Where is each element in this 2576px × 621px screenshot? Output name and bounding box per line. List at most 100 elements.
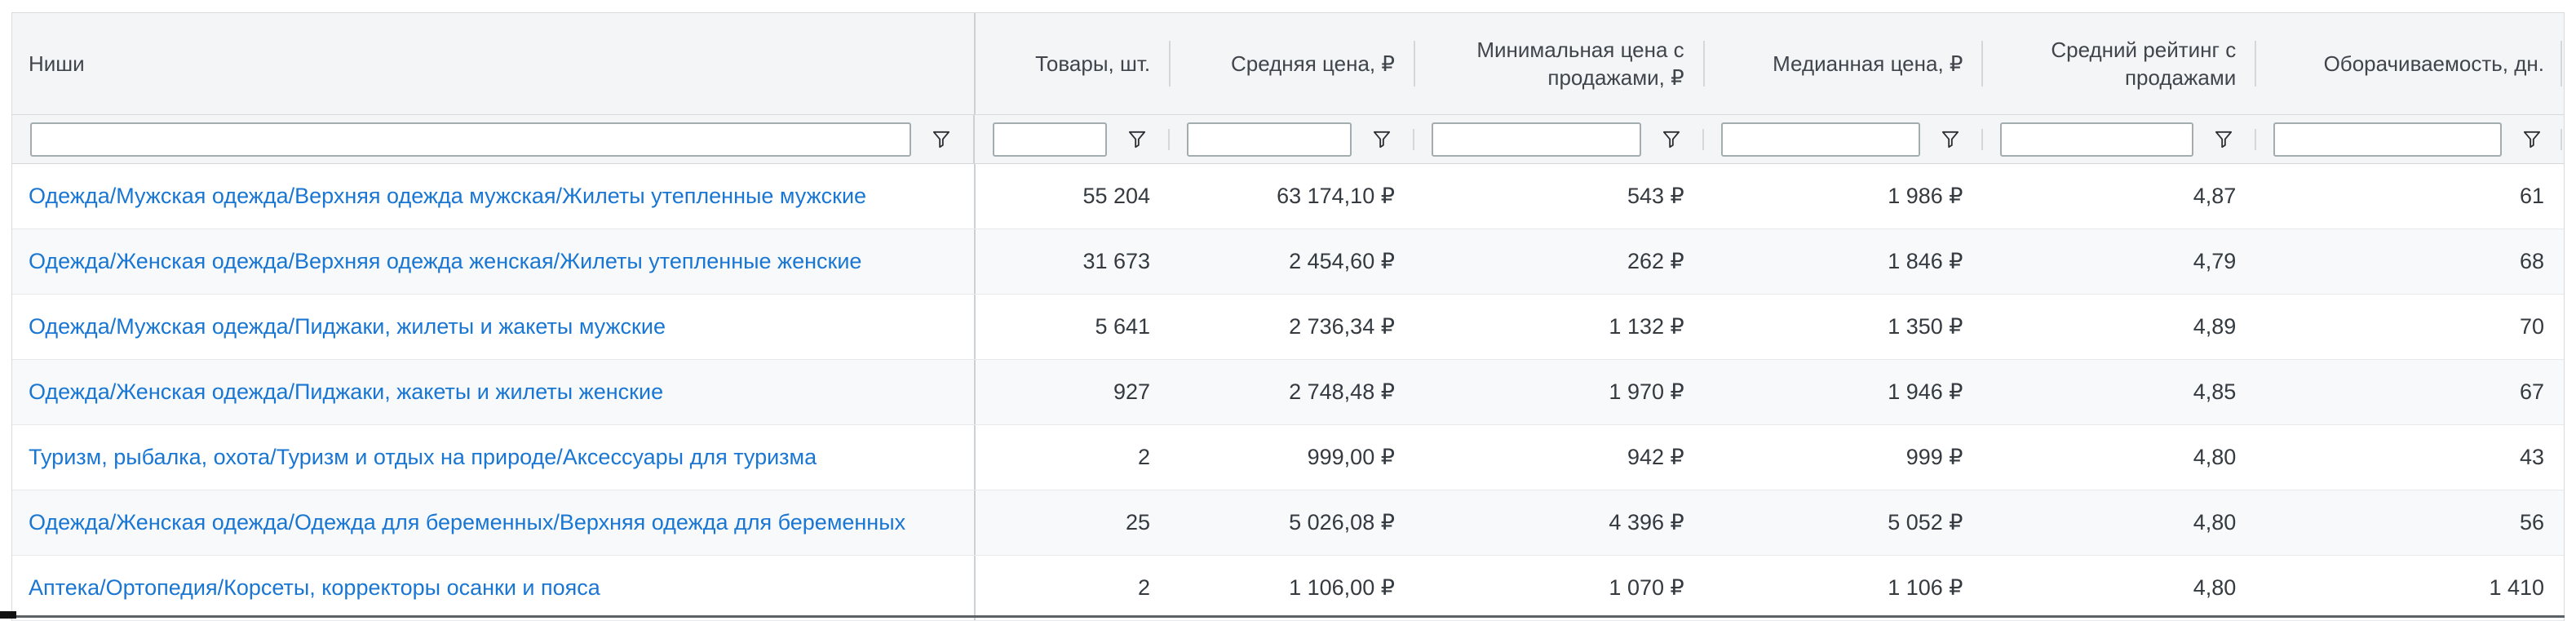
table-row: Одежда/Женская одежда/Верхняя одежда жен…	[12, 229, 2564, 295]
cell-products: 2	[974, 556, 1170, 620]
cell-value-avg_price: 999,00 ₽	[1307, 445, 1395, 469]
cell-turnover_days: 43	[2255, 425, 2564, 490]
cell-value-turnover_days: 61	[2519, 184, 2545, 208]
filter-input-products[interactable]	[993, 122, 1107, 157]
cell-median_price: 1 986 ₽	[1704, 164, 1983, 228]
column-header-min_price_with_sales[interactable]: Минимальная цена с продажами, ₽	[1414, 13, 1704, 114]
column-header-avg_price[interactable]: Средняя цена, ₽	[1170, 13, 1414, 114]
filter-funnel-icon[interactable]	[1373, 130, 1391, 149]
cell-value-median_price: 1 946 ₽	[1888, 379, 1963, 404]
niche-link[interactable]: Одежда/Женская одежда/Верхняя одежда жен…	[29, 249, 862, 273]
cell-value-avg_rating: 4,79	[2193, 249, 2237, 273]
cell-value-products: 55 204	[1082, 184, 1151, 208]
filter-input-median_price[interactable]	[1721, 122, 1920, 157]
cell-min_price_with_sales: 262 ₽	[1414, 229, 1704, 294]
cell-products: 5 641	[974, 295, 1170, 359]
table-row: Туризм, рыбалка, охота/Туризм и отдых на…	[12, 425, 2564, 490]
column-header-niche[interactable]: Ниши	[12, 13, 974, 114]
cell-value-min_price_with_sales: 1 970 ₽	[1609, 379, 1684, 404]
column-header-label: Ниши	[29, 51, 85, 76]
cell-value-turnover_days: 67	[2519, 379, 2545, 404]
cell-min_price_with_sales: 1 970 ₽	[1414, 360, 1704, 424]
cell-products: 55 204	[974, 164, 1170, 228]
table-row: Одежда/Мужская одежда/Пиджаки, жилеты и …	[12, 295, 2564, 360]
cell-median_price: 1 946 ₽	[1704, 360, 1983, 424]
filter-funnel-icon[interactable]	[1128, 130, 1146, 149]
niche-link[interactable]: Одежда/Мужская одежда/Верхняя одежда муж…	[29, 184, 867, 208]
niche-link[interactable]: Одежда/Женская одежда/Пиджаки, жакеты и …	[29, 379, 664, 404]
cell-turnover_days: 56	[2255, 490, 2564, 555]
cell-avg_price: 2 736,34 ₽	[1170, 295, 1414, 359]
filter-funnel-icon[interactable]	[2523, 130, 2541, 149]
cell-value-avg_rating: 4,80	[2193, 510, 2237, 535]
filter-input-niche[interactable]	[30, 122, 911, 157]
cell-avg_price: 1 106,00 ₽	[1170, 556, 1414, 620]
filter-cell-products	[973, 115, 1169, 163]
cell-min_price_with_sales: 1 070 ₽	[1414, 556, 1704, 620]
cell-turnover_days: 61	[2255, 164, 2564, 228]
column-header-avg_rating[interactable]: Средний рейтинг с продажами	[1982, 13, 2255, 114]
cell-min_price_with_sales: 942 ₽	[1414, 425, 1704, 490]
niche-link[interactable]: Одежда/Мужская одежда/Пиджаки, жилеты и …	[29, 314, 666, 339]
cell-value-avg_price: 5 026,08 ₽	[1289, 510, 1395, 535]
filter-cell-avg_rating	[1982, 115, 2255, 163]
cell-avg_rating: 4,87	[1982, 164, 2255, 228]
filter-row	[12, 115, 2564, 164]
niche-link[interactable]: Аптека/Ортопедия/Корсеты, корректоры оса…	[29, 575, 600, 600]
column-header-median_price[interactable]: Медианная цена, ₽	[1704, 13, 1983, 114]
filter-cell-niche	[12, 115, 973, 163]
cell-median_price: 999 ₽	[1704, 425, 1983, 490]
cell-avg_rating: 4,79	[1982, 229, 2255, 294]
cell-value-median_price: 1 986 ₽	[1888, 184, 1963, 208]
filter-input-min_price_with_sales[interactable]	[1432, 122, 1641, 157]
filter-funnel-icon[interactable]	[2215, 130, 2233, 149]
cell-value-median_price: 1 350 ₽	[1888, 314, 1963, 339]
column-header-products[interactable]: Товары, шт.	[974, 13, 1170, 114]
cell-niche: Одежда/Мужская одежда/Верхняя одежда муж…	[12, 164, 974, 228]
cell-niche: Аптека/Ортопедия/Корсеты, корректоры оса…	[12, 556, 974, 620]
cell-avg_rating: 4,80	[1982, 490, 2255, 555]
cell-turnover_days: 1 410	[2255, 556, 2564, 620]
cell-avg_rating: 4,85	[1982, 360, 2255, 424]
cell-niche: Одежда/Женская одежда/Верхняя одежда жен…	[12, 229, 974, 294]
cell-niche: Туризм, рыбалка, охота/Туризм и отдых на…	[12, 425, 974, 490]
cell-value-avg_rating: 4,80	[2193, 445, 2237, 469]
bottom-left-corner-block	[0, 611, 16, 619]
cell-value-products: 2	[1138, 575, 1151, 600]
filter-input-turnover_days[interactable]	[2273, 122, 2502, 157]
column-header-label: Товары, шт.	[1035, 51, 1151, 76]
cell-avg_rating: 4,89	[1982, 295, 2255, 359]
cell-niche: Одежда/Женская одежда/Пиджаки, жакеты и …	[12, 360, 974, 424]
cell-value-min_price_with_sales: 4 396 ₽	[1609, 510, 1684, 535]
column-header-label: Средний рейтинг с продажами	[2051, 38, 2237, 90]
filter-funnel-icon[interactable]	[932, 130, 950, 149]
cell-turnover_days: 67	[2255, 360, 2564, 424]
cell-value-avg_price: 1 106,00 ₽	[1289, 575, 1395, 600]
cell-value-median_price: 1 846 ₽	[1888, 249, 1963, 273]
cell-median_price: 1 846 ₽	[1704, 229, 1983, 294]
table-row: Одежда/Мужская одежда/Верхняя одежда муж…	[12, 164, 2564, 229]
niche-link[interactable]: Туризм, рыбалка, охота/Туризм и отдых на…	[29, 445, 817, 469]
filter-input-avg_rating[interactable]	[2000, 122, 2193, 157]
niche-link[interactable]: Одежда/Женская одежда/Одежда для беремен…	[29, 510, 906, 535]
column-header-label: Средняя цена, ₽	[1230, 51, 1395, 76]
column-header-turnover_days[interactable]: Оборачиваемость, дн.	[2255, 13, 2564, 114]
filter-funnel-icon[interactable]	[1662, 130, 1680, 149]
cell-value-min_price_with_sales: 262 ₽	[1627, 249, 1684, 273]
cell-turnover_days: 68	[2255, 229, 2564, 294]
table-body: Одежда/Мужская одежда/Верхняя одежда муж…	[12, 164, 2564, 621]
cell-avg_price: 63 174,10 ₽	[1170, 164, 1414, 228]
column-header-label: Оборачиваемость, дн.	[2323, 51, 2545, 76]
cell-value-avg_rating: 4,85	[2193, 379, 2237, 404]
cell-value-turnover_days: 70	[2519, 314, 2545, 339]
filter-funnel-icon[interactable]	[1941, 130, 1959, 149]
header-row: Ниши Товары, шт. Средняя цена, ₽ Минимальна…	[12, 13, 2564, 115]
cell-value-avg_rating: 4,89	[2193, 314, 2237, 339]
cell-avg_price: 2 454,60 ₽	[1170, 229, 1414, 294]
cell-median_price: 1 106 ₽	[1704, 556, 1983, 620]
cell-value-min_price_with_sales: 1 070 ₽	[1609, 575, 1684, 600]
cell-value-turnover_days: 43	[2519, 445, 2545, 469]
filter-input-avg_price[interactable]	[1187, 122, 1352, 157]
column-header-label: Минимальная цена с продажами, ₽	[1476, 38, 1684, 90]
filter-cell-turnover_days	[2255, 115, 2564, 163]
